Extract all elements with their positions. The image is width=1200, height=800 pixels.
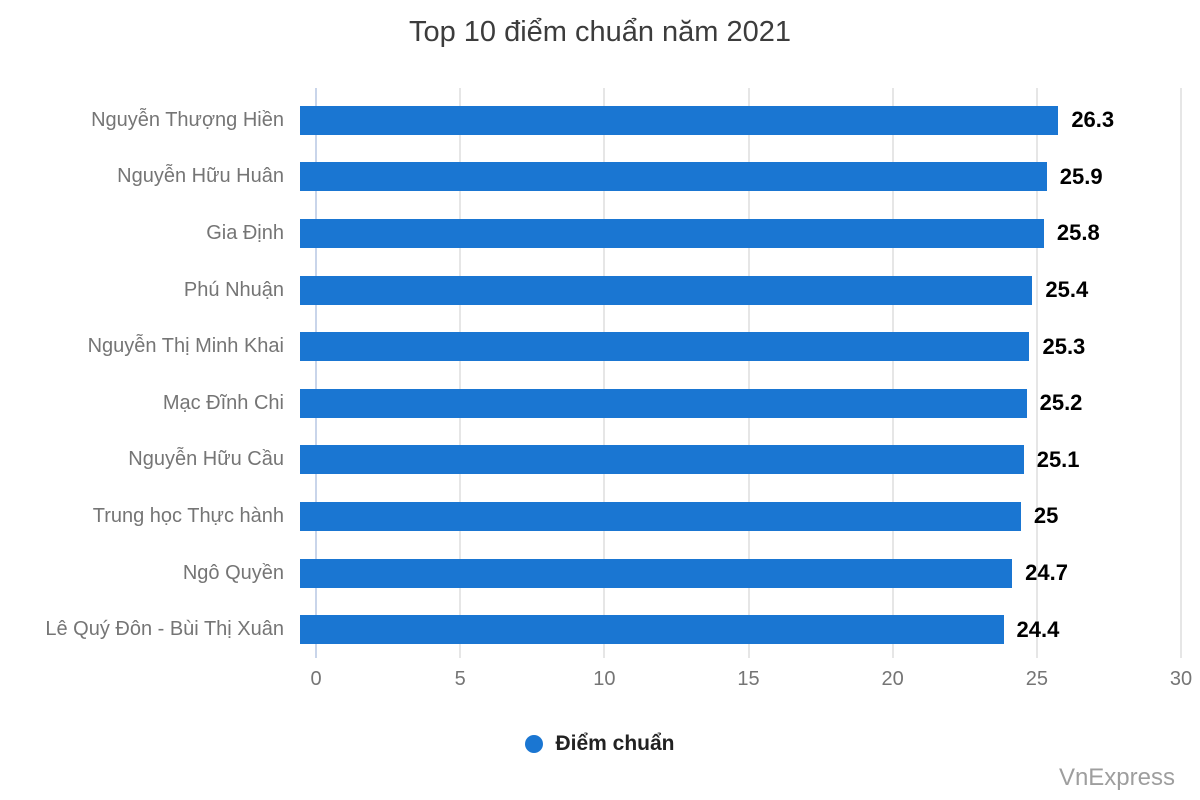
x-tick-label: 15 [737,668,760,690]
category-label: Phú Nhuận [183,278,284,301]
value-label: 26.3 [1071,107,1115,133]
category-label: Nguyễn Hữu Cầu [128,448,284,471]
value-label: 25.2 [1039,390,1083,416]
value-label: 25.3 [1042,333,1086,359]
category-label: Nguyễn Hữu Huân [117,165,284,188]
bar-track: 25.9 [300,162,1165,192]
bar[interactable] [300,501,1021,531]
bar-row: Nguyễn Thị Minh Khai 25.3 [0,318,1200,375]
bar-row: Lê Quý Đôn - Bùi Thị Xuân 24.4 [0,601,1200,658]
legend-label: Điểm chuẩn [555,732,675,755]
bar-track: 25 [300,501,1165,531]
gridline [1180,88,1182,658]
gridline [747,88,750,658]
bar[interactable] [300,162,1047,192]
bar-row: Ngô Quyền 24.7 [0,545,1200,602]
bar-track: 25.1 [300,445,1165,475]
x-tick-label: 30 [1169,668,1193,690]
bar[interactable] [300,615,1004,645]
bar[interactable] [300,388,1027,418]
bar-rows: Nguyễn Thượng Hiền 26.3 Nguyễn Hữu Huân … [0,92,1200,658]
bar-row: Nguyễn Hữu Huân 25.9 [0,149,1200,206]
bar-row: Phú Nhuận 25.4 [0,262,1200,319]
bar-row: Gia Định 25.8 [0,205,1200,262]
legend-dot-icon [525,735,544,753]
gridline [891,88,894,658]
category-label: Nguyễn Thượng Hiền [91,108,284,131]
x-tick-label: 20 [881,668,904,690]
category-label: Lê Quý Đôn - Bùi Thị Xuân [45,618,284,641]
gridline [1035,88,1038,658]
category-label: Mạc Đĩnh Chi [162,391,284,414]
x-tick-label: 0 [310,668,322,690]
value-label: 25 [1033,503,1059,529]
x-axis: 0 5 10 15 20 25 30 [310,668,1192,696]
bar[interactable] [300,558,1013,588]
value-label: 24.7 [1025,560,1068,586]
bar-track: 25.3 [300,332,1165,362]
category-label: Nguyễn Thị Minh Khai [87,335,284,358]
bar-track: 24.4 [300,615,1165,645]
bar[interactable] [300,332,1030,362]
bar-row: Mạc Đĩnh Chi 25.2 [0,375,1200,432]
value-label: 25.4 [1045,277,1089,303]
bar-track: 25.8 [300,218,1165,248]
bar[interactable] [300,218,1044,248]
watermark: VnExpress [1058,764,1175,791]
x-tick-label: 10 [593,668,616,690]
bar-track: 25.4 [300,275,1165,305]
category-label: Trung học Thực hành [92,504,284,527]
bar-track: 24.7 [300,558,1165,588]
value-label: 25.8 [1056,220,1100,246]
gridline [459,88,462,658]
chart-title: Top 10 điểm chuẩn năm 2021 [408,16,792,48]
bar-row: Nguyễn Hữu Cầu 25.1 [0,432,1200,489]
y-axis-line [315,88,317,658]
grid-layer [315,88,1182,658]
x-tick-label: 25 [1025,668,1048,690]
x-tick-label: 5 [454,668,466,690]
gridline [603,88,606,658]
category-label: Ngô Quyền [182,561,284,584]
bar-track: 25.2 [300,388,1165,418]
value-label: 24.4 [1016,616,1060,642]
bar[interactable] [300,275,1033,305]
bar[interactable] [300,445,1024,475]
bar[interactable] [300,105,1059,135]
bar-track: 26.3 [300,105,1165,135]
legend[interactable]: Điểm chuẩn [0,732,1200,756]
value-label: 25.9 [1059,163,1103,189]
category-label: Gia Định [206,221,284,244]
bar-row: Trung học Thực hành 25 [0,488,1200,545]
value-label: 25.1 [1036,446,1080,472]
bar-row: Nguyễn Thượng Hiền 26.3 [0,92,1200,149]
